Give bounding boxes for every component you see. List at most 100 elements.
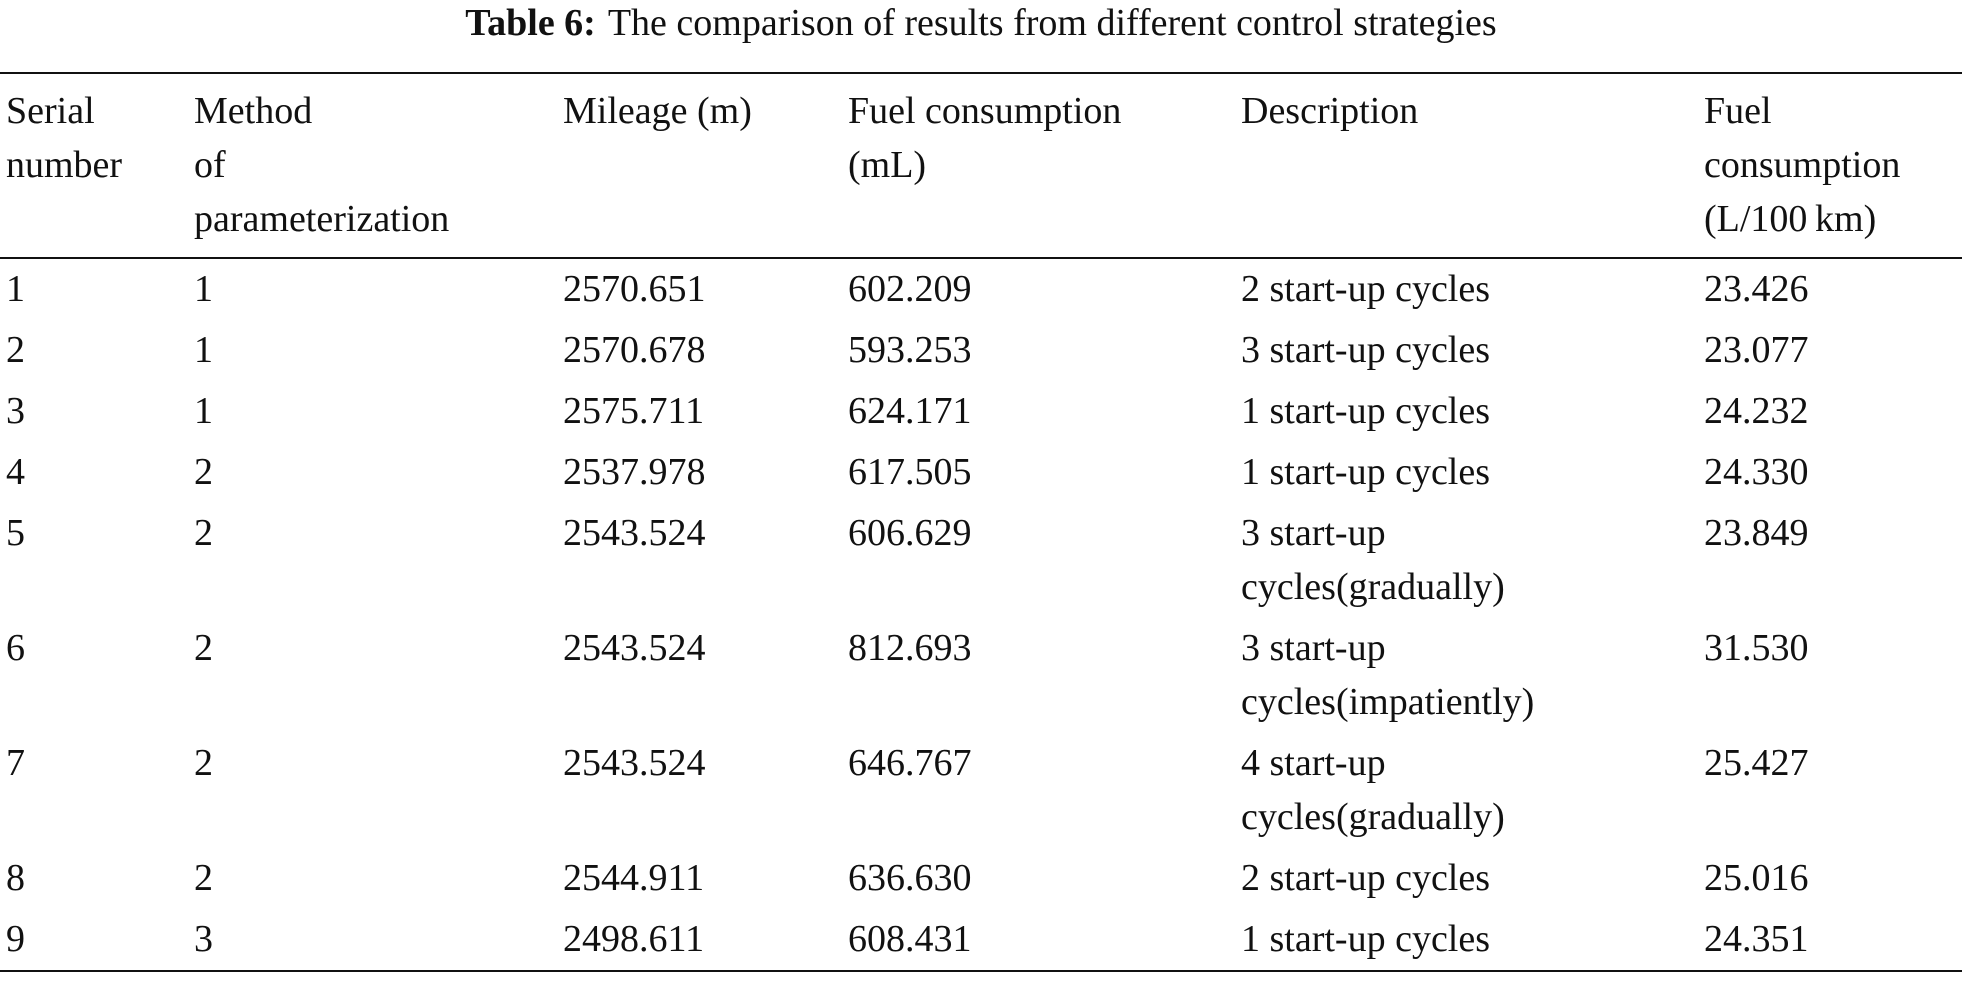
table-cell: 1 start-up cycles <box>1235 381 1698 442</box>
cell-line: 1 start-up cycles <box>1241 451 1491 493</box>
cell-text: 646.767 <box>848 742 972 784</box>
table-body: 1 1 2570.651 602.209 2 start-up cycles 23.426… <box>0 258 1962 971</box>
table-cell: 624.171 <box>842 381 1235 442</box>
cell-text: 624.171 <box>848 390 972 432</box>
table-cell: 3 start-up cycles(impatiently) <box>1235 618 1698 733</box>
table-cell: 2 <box>188 503 557 618</box>
table-header: Serial number Method of parameterization Mile… <box>0 73 1962 258</box>
cell-line: cycles(impatiently) <box>1241 681 1535 723</box>
cell-line: cycles(gradually) <box>1241 566 1505 608</box>
cell-text: 2544.911 <box>563 857 705 899</box>
table-cell: 602.209 <box>842 258 1235 320</box>
cell-text: 3 <box>6 390 25 432</box>
cell-text: 31.530 <box>1704 627 1809 669</box>
table-row: 5 2 2543.524 606.629 3 start-up cycles(gradua… <box>0 503 1962 618</box>
table-row: 9 3 2498.611 608.431 1 start-up cycles 24.351 <box>0 909 1962 971</box>
table-row: 3 1 2575.711 624.171 1 start-up cycles 24.232 <box>0 381 1962 442</box>
cell-text: 9 <box>6 918 25 960</box>
table-cell: 617.505 <box>842 442 1235 503</box>
header-cell: Mileage (m) <box>557 73 842 258</box>
cell-text: 2575.711 <box>563 390 705 432</box>
header-cell: Serial number <box>0 73 188 258</box>
table-row: 2 1 2570.678 593.253 3 start-up cycles 23.077 <box>0 320 1962 381</box>
cell-text: 593.253 <box>848 329 972 371</box>
header-row: Serial number Method of parameterization Mile… <box>0 73 1962 258</box>
table-cell: 608.431 <box>842 909 1235 971</box>
table-row: 7 2 2543.524 646.767 4 start-up cycles(gradua… <box>0 733 1962 848</box>
cell-line: consumption <box>1704 144 1901 186</box>
table-cell: 2543.524 <box>557 733 842 848</box>
table-cell: 9 <box>0 909 188 971</box>
cell-text: 23.077 <box>1704 329 1809 371</box>
cell-text: 2 <box>194 451 213 493</box>
cell-text: 25.016 <box>1704 857 1809 899</box>
table-cell: 24.351 <box>1698 909 1962 971</box>
cell-text: 25.427 <box>1704 742 1809 784</box>
header-cell: Description <box>1235 73 1698 258</box>
cell-text: 2 <box>194 627 213 669</box>
cell-text: 812.693 <box>848 627 972 669</box>
cell-line: 2 start-up cycles <box>1241 857 1491 899</box>
cell-text: 1 <box>6 268 25 310</box>
cell-text: 2 <box>194 512 213 554</box>
table-cell: 31.530 <box>1698 618 1962 733</box>
table-cell: 4 <box>0 442 188 503</box>
table-cell: 1 start-up cycles <box>1235 909 1698 971</box>
cell-line: Serial <box>6 90 95 132</box>
table-cell: 1 <box>188 381 557 442</box>
cell-text: 2570.651 <box>563 268 706 310</box>
cell-line: Description <box>1241 90 1419 132</box>
table-cell: 2537.978 <box>557 442 842 503</box>
cell-line: 1 start-up cycles <box>1241 390 1491 432</box>
caption-text: The comparison of results from different… <box>607 2 1497 44</box>
cell-text: 8 <box>6 857 25 899</box>
table-cell: 2 <box>188 848 557 909</box>
table-cell: 2543.524 <box>557 618 842 733</box>
cell-text: 2543.524 <box>563 627 706 669</box>
table-cell: 5 <box>0 503 188 618</box>
cell-text: 1 <box>194 268 213 310</box>
table-cell: 23.077 <box>1698 320 1962 381</box>
cell-line: Fuel consumption <box>848 90 1122 132</box>
table-cell: 1 start-up cycles <box>1235 442 1698 503</box>
table-caption: Table 6: The comparison of results from d… <box>0 0 1962 46</box>
cell-text: 608.431 <box>848 918 972 960</box>
cell-line: number <box>6 144 123 186</box>
table-cell: 3 start-up cycles <box>1235 320 1698 381</box>
table-row: 1 1 2570.651 602.209 2 start-up cycles 23.426 <box>0 258 1962 320</box>
table-cell: 2575.711 <box>557 381 842 442</box>
cell-line: 3 start-up <box>1241 512 1386 554</box>
cell-text: 23.426 <box>1704 268 1809 310</box>
table-cell: 2 start-up cycles <box>1235 848 1698 909</box>
table-cell: 25.016 <box>1698 848 1962 909</box>
cell-text: 24.351 <box>1704 918 1809 960</box>
cell-line: 1 start-up cycles <box>1241 918 1491 960</box>
table-cell: 3 <box>188 909 557 971</box>
cell-text: 5 <box>6 512 25 554</box>
header-cell: Method of parameterization <box>188 73 557 258</box>
table-cell: 2 <box>0 320 188 381</box>
cell-line: Mileage (m) <box>563 90 752 132</box>
table-cell: 2 start-up cycles <box>1235 258 1698 320</box>
table-cell: 8 <box>0 848 188 909</box>
cell-text: 2 <box>6 329 25 371</box>
cell-line: parameterization <box>194 198 450 240</box>
cell-text: 2543.524 <box>563 742 706 784</box>
cell-text: 1 <box>194 390 213 432</box>
cell-text: 606.629 <box>848 512 972 554</box>
header-cell: Fuel consumption (mL) <box>842 73 1235 258</box>
table-cell: 1 <box>188 320 557 381</box>
cell-line: 3 start-up <box>1241 627 1386 669</box>
table-cell: 6 <box>0 618 188 733</box>
cell-text: 1 <box>194 329 213 371</box>
cell-line: 2 start-up cycles <box>1241 268 1491 310</box>
cell-text: 2 <box>194 857 213 899</box>
cell-text: 7 <box>6 742 25 784</box>
cell-text: 2 <box>194 742 213 784</box>
cell-text: 2570.678 <box>563 329 706 371</box>
table-cell: 3 <box>0 381 188 442</box>
cell-text: 2498.611 <box>563 918 705 960</box>
table-cell: 2543.524 <box>557 503 842 618</box>
table-cell: 2498.611 <box>557 909 842 971</box>
